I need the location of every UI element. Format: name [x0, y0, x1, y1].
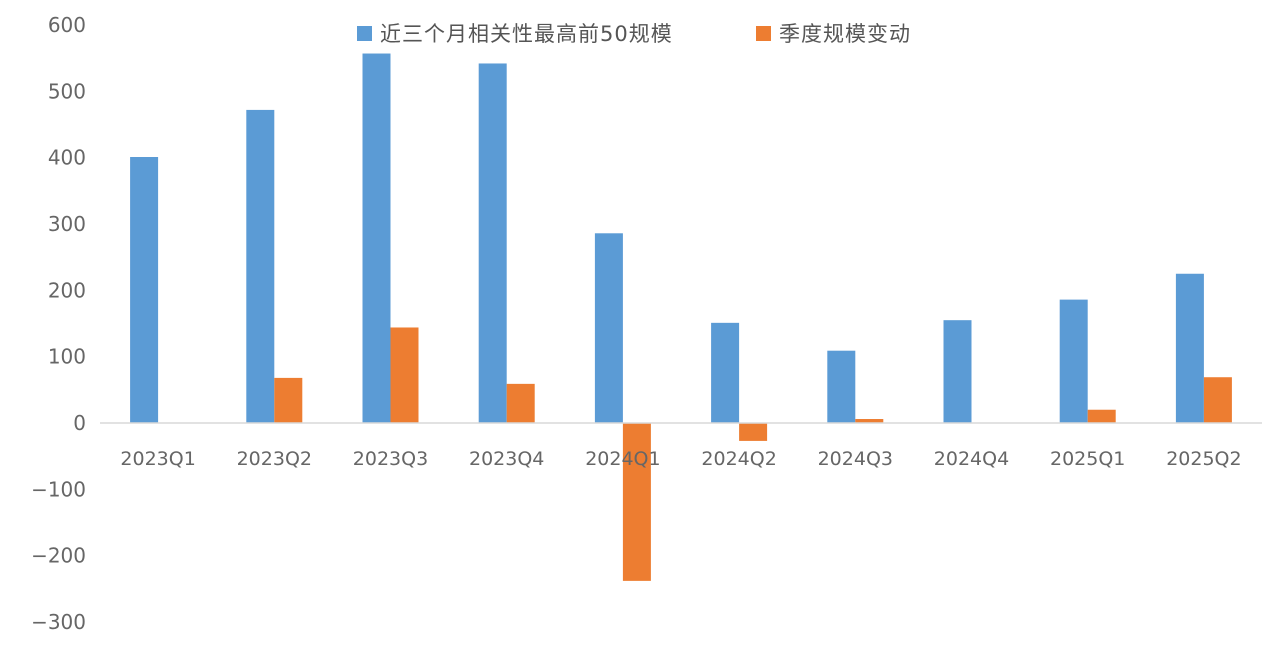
bar-series-1	[1175, 273, 1204, 423]
bar-series-2	[506, 383, 535, 423]
bars	[130, 53, 1232, 581]
y-tick-label: −200	[31, 544, 86, 568]
bar-series-1	[1059, 299, 1088, 423]
bar-series-2	[1203, 377, 1232, 423]
y-tick-label: 300	[48, 212, 86, 236]
bar-series-1	[711, 322, 740, 423]
y-tick-label: −100	[31, 477, 86, 501]
bar-series-2	[855, 419, 884, 423]
legend-swatch-series-2	[756, 26, 771, 41]
legend-swatch-series-1	[357, 26, 372, 41]
bar-series-1	[130, 157, 159, 423]
x-axis: 2023Q1 2023Q2 2023Q3 2023Q4 2024Q1 2024Q2 2024…	[120, 448, 1241, 470]
bar-series-1	[246, 109, 275, 423]
y-tick-label: 100	[48, 345, 86, 369]
bar-series-1	[827, 350, 856, 423]
y-tick-label: 400	[48, 146, 86, 170]
x-tick-label: 2025Q1	[1050, 448, 1125, 470]
x-tick-label: 2024Q2	[701, 448, 776, 470]
y-axis: 600 500 400 300 200 100 0 −100 −200 −300	[31, 13, 86, 634]
x-tick-label: 2025Q2	[1166, 448, 1241, 470]
legend-label-series-1: 近三个月相关性最高前50规模	[380, 22, 673, 46]
legend: 近三个月相关性最高前50规模 季度规模变动	[357, 22, 911, 46]
x-tick-label: 2023Q3	[353, 448, 428, 470]
bar-series-1	[943, 320, 972, 423]
y-tick-label: 0	[73, 411, 86, 435]
bar-series-1	[362, 53, 391, 423]
y-tick-label: −300	[31, 610, 86, 634]
legend-label-series-2: 季度规模变动	[779, 22, 911, 46]
y-tick-label: 500	[48, 79, 86, 103]
x-tick-label: 2024Q1	[585, 448, 660, 470]
bar-series-2	[1087, 409, 1116, 423]
x-tick-label: 2023Q2	[237, 448, 312, 470]
bar-series-2	[390, 327, 419, 423]
bar-series-1	[594, 233, 623, 423]
x-tick-label: 2024Q4	[934, 448, 1009, 470]
bar-series-2	[739, 423, 768, 441]
y-tick-label: 200	[48, 278, 86, 302]
x-tick-label: 2023Q4	[469, 448, 544, 470]
y-tick-label: 600	[48, 13, 86, 37]
bar-series-2	[274, 377, 303, 423]
bar-series-1	[478, 63, 507, 424]
x-tick-label: 2023Q1	[120, 448, 195, 470]
x-tick-label: 2024Q3	[818, 448, 893, 470]
bar-series-2	[622, 423, 651, 581]
